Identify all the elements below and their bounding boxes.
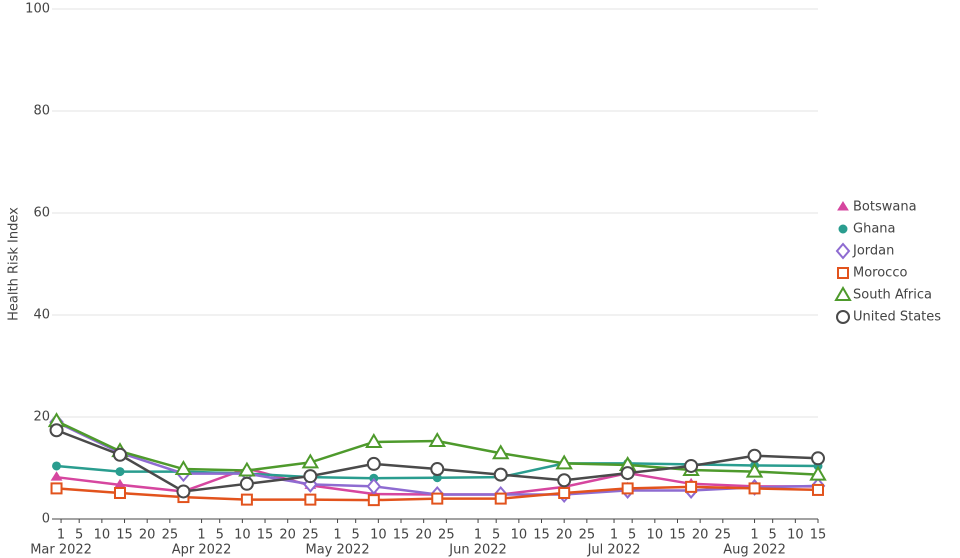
legend-marker: [837, 267, 849, 279]
marker: [493, 467, 508, 482]
marker: [366, 456, 381, 471]
x-month-label: Jul 2022: [587, 543, 641, 558]
marker: [745, 462, 764, 478]
marker: [303, 469, 318, 484]
x-month-label: Mar 2022: [30, 543, 92, 558]
x-tick-label: 5: [769, 528, 777, 543]
marker: [494, 492, 507, 505]
marker: [620, 466, 635, 481]
legend-marker: [835, 242, 851, 260]
marker: [555, 454, 573, 470]
y-tick-label: 20: [33, 410, 50, 425]
marker: [430, 462, 445, 477]
marker: [304, 493, 317, 506]
legend-label: Botswana: [853, 200, 917, 215]
x-tick-label: 20: [692, 528, 709, 543]
y-tick-label: 80: [33, 104, 50, 119]
marker: [365, 433, 383, 448]
x-tick-label: 10: [94, 528, 111, 543]
y-axis-label: Health Risk Index: [7, 207, 22, 321]
x-tick-label: 20: [556, 528, 573, 543]
x-tick-label: 15: [393, 528, 410, 543]
marker: [685, 480, 698, 493]
marker: [366, 477, 382, 495]
marker: [557, 473, 572, 488]
x-tick-label: 20: [415, 528, 432, 543]
x-tick-label: 10: [647, 528, 664, 543]
x-tick-label: 1: [197, 528, 205, 543]
marker: [684, 458, 699, 473]
marker: [239, 476, 254, 491]
marker: [176, 484, 191, 499]
x-tick-label: 1: [57, 528, 65, 543]
marker: [112, 447, 127, 462]
marker: [50, 471, 63, 481]
y-tick-label: 40: [33, 308, 50, 323]
x-tick-label: 10: [234, 528, 251, 543]
marker: [301, 453, 320, 469]
marker: [113, 486, 126, 499]
x-month-label: Jun 2022: [448, 543, 507, 558]
marker: [558, 486, 571, 499]
x-tick-label: 10: [787, 528, 804, 543]
x-tick-label: 1: [750, 528, 758, 543]
marker: [491, 444, 510, 460]
x-tick-label: 15: [669, 528, 686, 543]
marker: [811, 451, 825, 466]
x-tick-label: 5: [628, 528, 636, 543]
x-tick-label: 5: [352, 528, 360, 543]
x-tick-label: 25: [162, 528, 179, 543]
x-month-label: Apr 2022: [172, 543, 232, 558]
x-tick-label: 10: [511, 528, 528, 543]
x-tick-label: 20: [139, 528, 156, 543]
x-tick-label: 5: [492, 528, 500, 543]
legend-marker: [838, 224, 848, 234]
x-tick-label: 15: [116, 528, 133, 543]
y-tick-label: 60: [33, 206, 50, 221]
x-tick-label: 1: [333, 528, 341, 543]
marker: [115, 467, 125, 477]
marker: [52, 461, 62, 471]
marker: [431, 492, 444, 505]
legend-marker: [834, 286, 852, 301]
legend-label: South Africa: [853, 288, 932, 303]
marker: [238, 461, 256, 477]
marker: [49, 423, 64, 438]
marker: [812, 483, 824, 496]
legend-marker: [837, 201, 849, 211]
x-tick-label: 1: [610, 528, 618, 543]
marker: [240, 493, 253, 506]
marker: [174, 460, 193, 476]
x-tick-label: 15: [810, 528, 827, 543]
x-tick-label: 25: [715, 528, 732, 543]
marker: [367, 494, 380, 507]
x-tick-label: 15: [257, 528, 274, 543]
x-tick-label: 5: [216, 528, 224, 543]
x-tick-label: 15: [533, 528, 550, 543]
marker: [621, 482, 634, 495]
marker: [50, 482, 63, 495]
marker: [747, 448, 762, 463]
x-tick-label: 25: [438, 528, 455, 543]
legend-label: United States: [853, 310, 941, 325]
x-month-label: Aug 2022: [723, 543, 786, 558]
marker: [428, 431, 447, 447]
y-tick-label: 0: [42, 512, 50, 527]
x-tick-label: 5: [75, 528, 83, 543]
y-tick-label: 100: [25, 2, 50, 17]
series: [49, 423, 825, 499]
legend-label: Jordan: [852, 244, 894, 259]
x-month-label: May 2022: [306, 543, 370, 558]
x-tick-label: 1: [474, 528, 482, 543]
x-tick-label: 20: [279, 528, 296, 543]
x-tick-label: 10: [370, 528, 387, 543]
marker: [809, 465, 827, 481]
x-tick-label: 25: [579, 528, 596, 543]
marker: [748, 482, 761, 495]
legend-label: Ghana: [853, 222, 896, 237]
legend-marker: [836, 310, 850, 324]
legend-label: Morocco: [853, 266, 907, 281]
x-tick-label: 25: [302, 528, 319, 543]
